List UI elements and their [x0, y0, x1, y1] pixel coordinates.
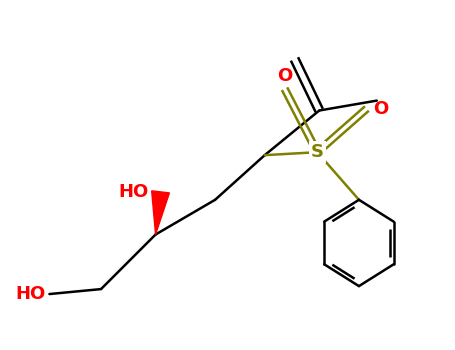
Text: O: O [373, 99, 388, 118]
Text: S: S [311, 143, 324, 161]
Polygon shape [152, 191, 169, 234]
Text: HO: HO [118, 183, 149, 201]
Text: HO: HO [15, 285, 46, 303]
Text: O: O [277, 67, 292, 85]
